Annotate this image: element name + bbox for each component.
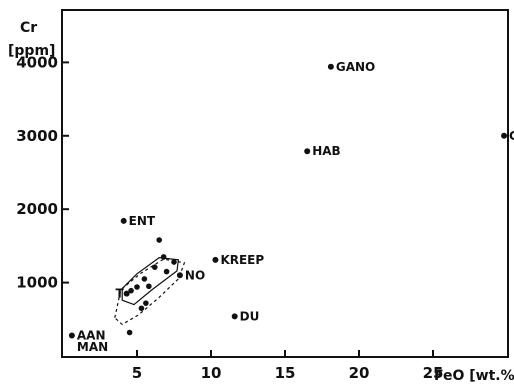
x-tick-label: 25 [423,364,444,382]
data-point [160,254,167,260]
data-point [156,237,162,243]
data-point [68,332,75,339]
point-label: GANO [336,60,375,74]
data-point [171,259,177,265]
point-label: MAN [77,340,108,354]
x-axis-label: FeO [wt.%] [434,368,514,384]
point-label: HAB [312,144,340,158]
point-label: DU [240,309,260,323]
data-point [327,63,334,70]
data-point [231,313,238,320]
point-label: AAN [77,328,106,342]
point-label: CC1 [509,129,514,143]
data-point [212,256,219,263]
data-point [134,284,140,290]
point-label: ENT [129,214,156,228]
data-point [138,305,145,312]
data-point [123,290,130,297]
x-tick-label: 10 [201,364,222,382]
y-tick-label: 2000 [16,200,58,218]
point-label: T [115,287,124,301]
x-tick-label: 20 [349,364,370,382]
point-label: NO [185,268,205,282]
data-point [146,283,152,290]
data-point [141,276,148,282]
y-tick-label: 4000 [16,53,58,71]
data-point [120,217,127,224]
field-outline [121,256,180,306]
field-outline [114,258,186,326]
x-tick-label: 15 [275,364,296,382]
y-axis-label-line1: Cr [20,20,37,36]
data-point [126,329,133,336]
y-tick-label: 1000 [16,274,58,292]
marks-layer: 5 10 15 20 25 1000 2000 3000 4000 GANO CC1 HAB ENT KR… [16,53,514,382]
data-point [304,148,311,155]
x-tick-label: 5 [132,364,142,382]
data-point [151,264,158,270]
data-point [163,268,170,275]
data-point [501,132,508,139]
y-tick-label: 3000 [16,127,58,145]
data-point [143,300,149,306]
data-point [176,272,183,279]
y-axis-label-line2: [ppm] [8,43,55,59]
plot-frame [61,9,509,358]
data-point [128,287,134,294]
point-label: KREEP [220,253,264,267]
